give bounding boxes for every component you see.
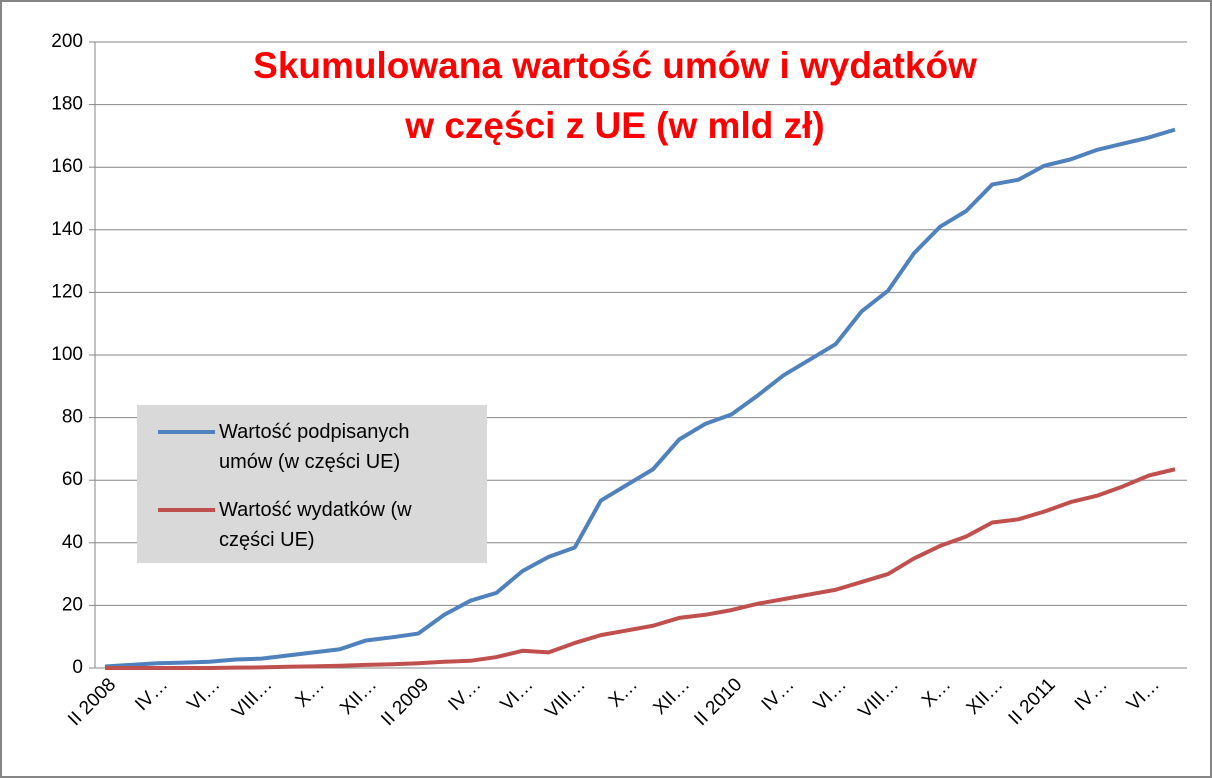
y-tick-label: 120 [51, 281, 83, 302]
chart-title: Skumulowana wartość umów i wydatków [253, 45, 977, 86]
y-tick-label: 180 [51, 94, 83, 115]
y-tick-label: 40 [62, 532, 83, 553]
y-tick-label: 60 [62, 469, 83, 490]
chart-title: w części z UE (w mld zł) [404, 105, 824, 146]
legend-label: Wartość podpisanych umów (w części UE) [219, 421, 410, 473]
series-line [104, 127, 1176, 669]
y-tick-label: 100 [51, 344, 83, 365]
legend-label: Wartość wydatków (w części UE) [219, 499, 412, 551]
y-tick-label: 0 [72, 657, 83, 678]
y-tick-label: 160 [51, 156, 83, 177]
y-tick-label: 200 [51, 31, 83, 52]
y-tick-label: 20 [62, 594, 83, 615]
y-tick-label: 140 [51, 219, 83, 240]
series-line [105, 467, 1176, 670]
y-tick-label: 80 [62, 407, 83, 428]
